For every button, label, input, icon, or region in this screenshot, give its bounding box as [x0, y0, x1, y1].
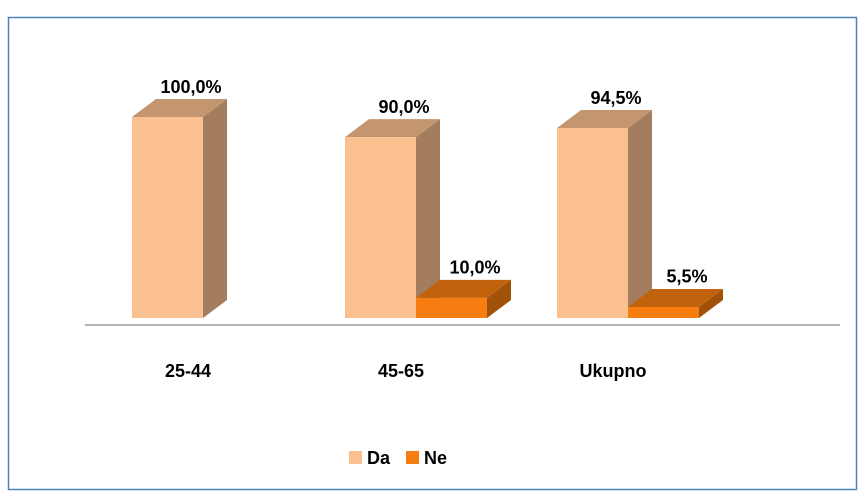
bar-side — [628, 110, 652, 319]
legend-label: Da — [367, 448, 391, 468]
bar-top — [416, 279, 511, 298]
bar — [557, 110, 652, 319]
legend-label: Ne — [424, 448, 447, 468]
bar-side — [699, 288, 723, 318]
data-label: 100,0% — [160, 77, 221, 97]
bar-front — [345, 137, 416, 318]
data-label: 10,0% — [449, 258, 500, 278]
x-tick-label: 45-65 — [378, 361, 424, 381]
bar-front — [628, 306, 699, 318]
bar — [628, 288, 723, 318]
bar — [345, 119, 440, 318]
bar-front — [557, 128, 628, 318]
bar — [416, 279, 511, 318]
bar-front — [416, 297, 487, 318]
bar-top — [628, 288, 723, 307]
legend-swatch — [406, 451, 420, 464]
bar-front — [132, 117, 203, 318]
x-tick-label: Ukupno — [580, 361, 647, 381]
data-label: 90,0% — [378, 97, 429, 117]
bar-side — [203, 99, 227, 318]
bar-top — [132, 99, 227, 117]
data-label: 94,5% — [590, 88, 641, 108]
data-label: 5,5% — [666, 267, 707, 287]
bar-top — [345, 119, 440, 138]
legend-swatch — [349, 451, 362, 464]
bar-side — [487, 279, 511, 318]
bar — [132, 99, 227, 318]
x-tick-label: 25-44 — [165, 361, 211, 381]
bar-top — [557, 110, 652, 129]
bar-side — [416, 119, 440, 318]
